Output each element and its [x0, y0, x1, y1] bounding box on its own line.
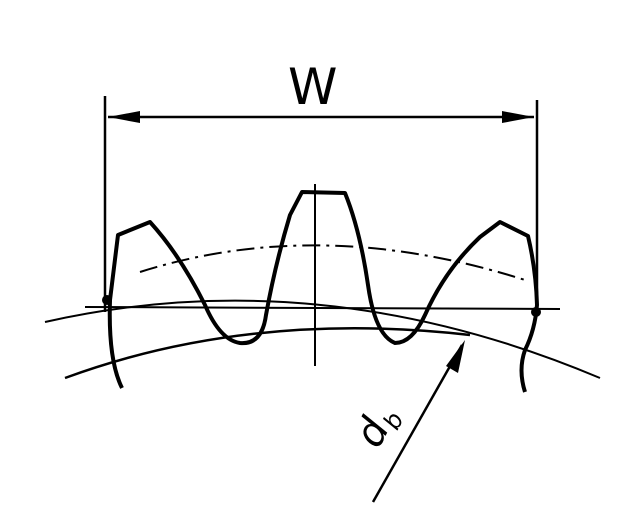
arrowhead-right [502, 111, 534, 123]
arrowhead-diameter [446, 340, 465, 373]
measurement-point-left [102, 295, 112, 305]
pitch-circle-arc [139, 244, 526, 281]
arrowhead-left [108, 111, 140, 123]
base-circle-arc [44, 299, 601, 379]
diameter-label: db [346, 397, 409, 456]
dimension-label-w: W [288, 58, 337, 116]
measurement-point-right [531, 307, 541, 317]
diameter-leader-line [371, 344, 464, 503]
chord-line [84, 306, 561, 310]
gear-teeth-profile [107, 190, 539, 393]
